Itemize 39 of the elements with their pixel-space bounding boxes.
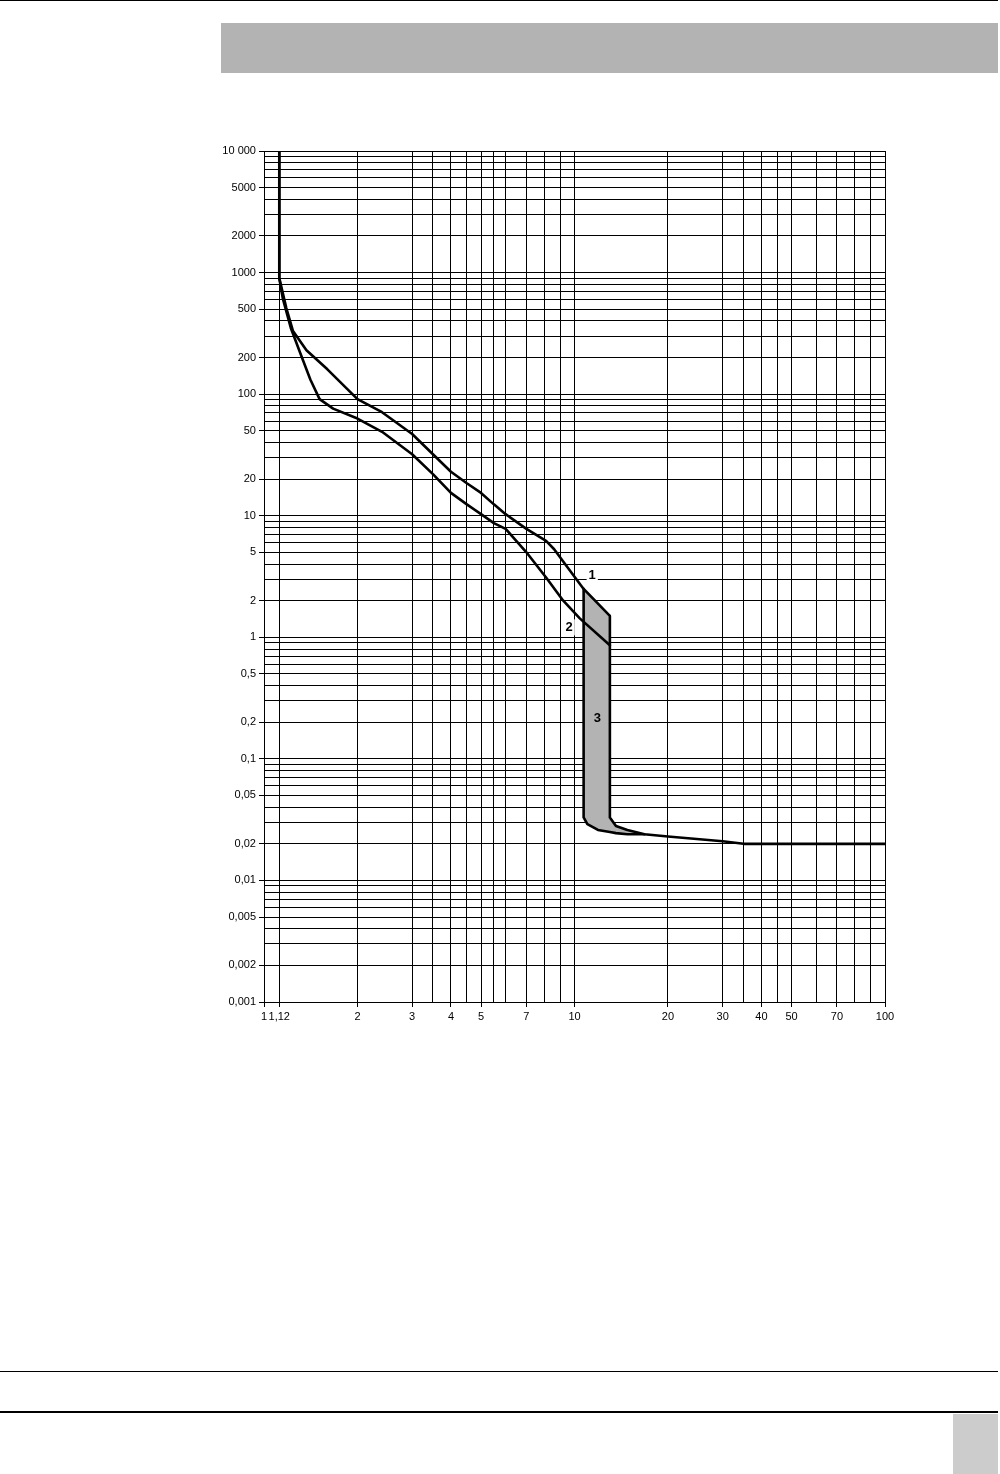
y-tick-label: 500 [237,302,256,315]
y-tick-label: 20 [243,472,256,485]
x-tick-label: 1,12 [268,1009,290,1022]
x-tick-label: 3 [409,1009,416,1022]
y-tick-label: 0,01 [234,873,256,886]
y-tick-label: 0,05 [234,788,256,801]
x-tick-label: 7 [523,1009,530,1022]
x-tick-label: 100 [875,1009,895,1022]
y-tick-label: 200 [237,350,256,363]
y-tick-label: 10 000 [222,144,256,157]
y-tick-label: 5 [249,545,256,558]
series-label: 1 [588,567,596,583]
y-tick-label: 10 [243,508,256,521]
x-tick-label: 5 [477,1009,485,1022]
x-tick-label: 2 [354,1009,361,1022]
y-tick-label: 1000 [231,265,256,278]
y-tick-label: 50 [243,423,256,436]
y-tick-label: 0,001 [228,995,256,1008]
x-tick-label: 20 [661,1009,675,1022]
x-tick-label: 70 [830,1009,844,1022]
x-tick-label: 40 [755,1009,768,1022]
x-tick-label: 10 [568,1009,581,1022]
x-tick-label: 4 [447,1009,454,1022]
y-tick-label: 5000 [231,180,256,193]
series-label: 3 [593,709,601,725]
x-tick-label: 1 [260,1009,268,1022]
y-tick-label: 0,005 [228,910,256,923]
y-tick-label: 1 [249,630,256,643]
y-tick-label: 100 [237,387,256,400]
y-tick-label: 0,2 [240,715,256,728]
y-tick-label: 0,5 [240,666,256,679]
x-tick-label: 30 [716,1009,729,1022]
y-tick-label: 0,1 [240,751,256,764]
y-tick-label: 2 [249,593,256,606]
series-label: 2 [565,618,573,634]
y-tick-label: 0,002 [228,958,256,971]
y-tick-label: 0,02 [234,836,256,849]
x-tick-label: 50 [785,1009,798,1022]
y-tick-label: 2000 [231,229,256,242]
